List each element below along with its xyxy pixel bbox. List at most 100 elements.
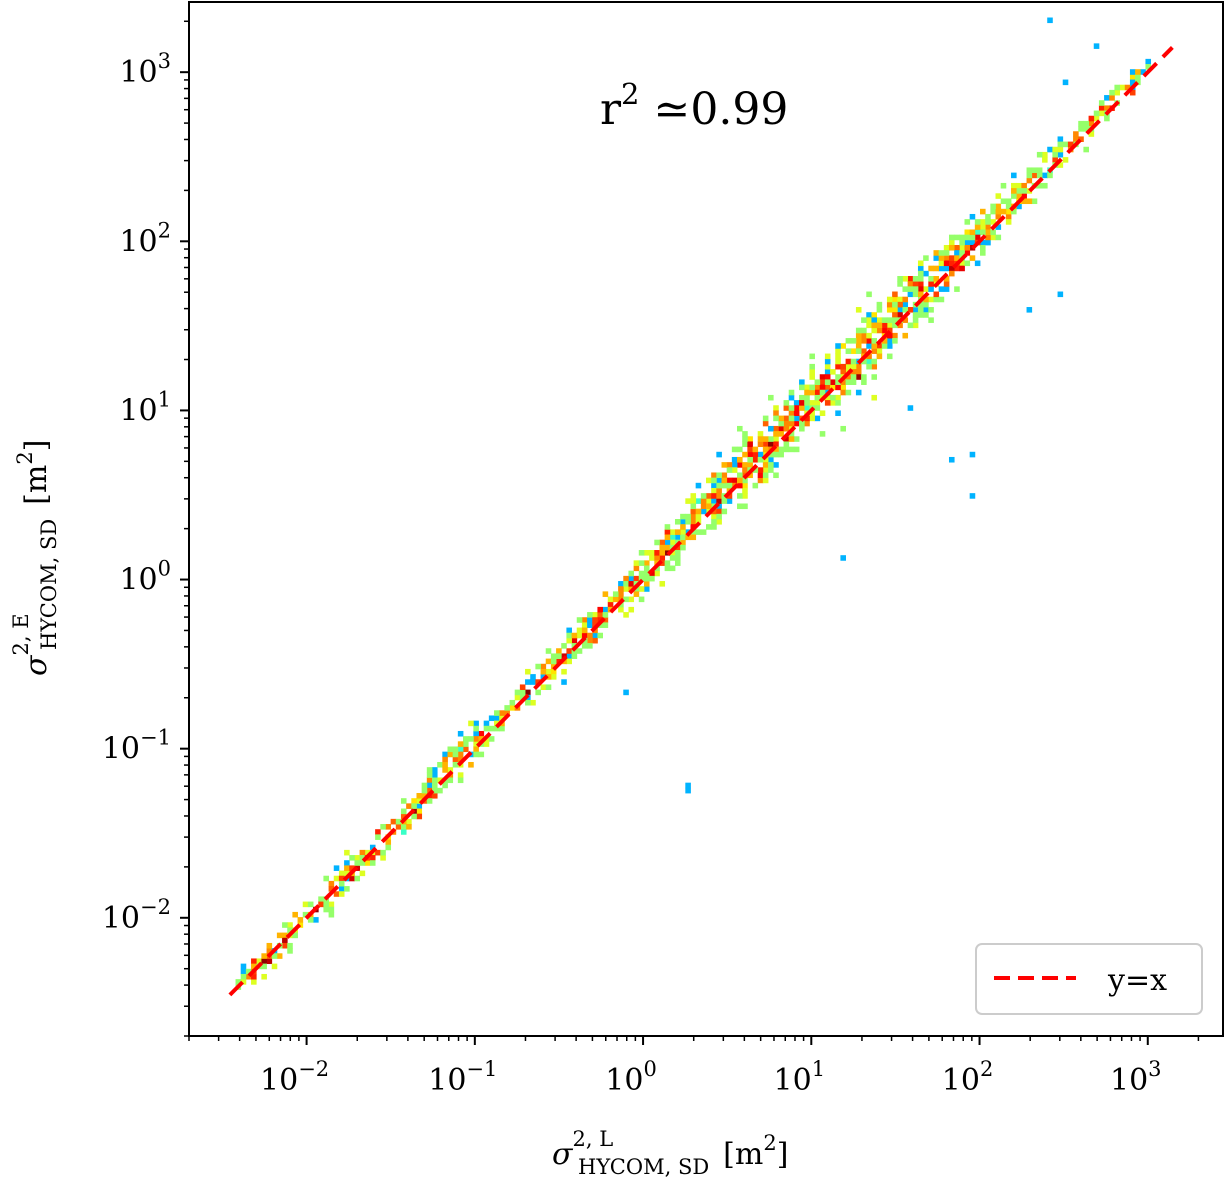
heatmap-cell [406,824,412,830]
heatmap-cell [912,312,919,318]
heatmap-cell [726,493,733,499]
y-label-sub: HYCOM, SD [37,519,61,650]
heatmap-cell [1098,110,1105,117]
heatmap-cell [643,581,650,587]
heatmap-cell [535,663,541,670]
heatmap-cell [338,886,345,892]
heatmap-cell [917,291,924,298]
heatmap-cell [778,415,784,422]
heatmap-cell [406,818,412,825]
heatmap-cell [664,560,671,566]
heatmap-cell [561,668,567,675]
heatmap-cell [990,219,996,225]
heatmap-cell [654,570,660,577]
heatmap-cell [395,818,402,825]
heatmap-cell [1016,188,1022,194]
heatmap-cell [695,482,702,489]
annotation-exp: 2 [621,77,639,111]
heatmap-cell [369,855,376,861]
heatmap-cell [835,379,841,385]
heatmap-cell [943,250,950,256]
heatmap-cell [431,782,438,789]
heatmap-cell [757,477,764,484]
heatmap-cell [587,622,593,628]
heatmap-cell [550,674,557,680]
heatmap-cell [706,477,712,484]
heatmap-cell [426,772,433,778]
heatmap-cell [700,493,707,499]
heatmap-cell [628,596,635,603]
axis-ticks: 10−2 10−1 100 101 102 103 10−2 10−1 100 101 102 103 [102,20,1200,1098]
heatmap-cell [587,637,593,644]
heatmap-cell [431,777,438,784]
heatmap-cell [452,751,459,758]
heatmap-cell [752,446,759,453]
heatmap-cell [369,860,376,866]
heatmap-cell [923,286,929,292]
heatmap-cell [690,519,697,525]
heatmap-cell [706,524,712,530]
heatmap-cell [835,384,841,391]
heatmap-cell [447,767,454,773]
heatmap-cell [385,824,392,830]
heatmap-cell [974,224,981,230]
heatmap-cell [716,513,722,520]
heatmap-cell [700,529,707,535]
heatmap-cell [804,405,810,411]
heatmap-cell [819,431,826,437]
heatmap-cell [674,529,681,535]
heatmap-cell [638,596,645,603]
heatmap-cell [561,679,567,685]
heatmap-cell [659,555,666,561]
heatmap-cell [323,901,329,908]
heatmap-cell [473,751,479,758]
heatmap-cell [1057,146,1064,153]
heatmap-cell [426,777,433,784]
heatmap-cell [788,436,795,442]
heatmap-cell [1052,157,1058,163]
heatmap-cell [483,720,490,727]
heatmap-cell [649,555,655,561]
heatmap-cell [969,493,976,499]
heatmap-cell [359,860,366,866]
heatmap-cell [1005,213,1012,220]
heatmap-cell [638,570,645,577]
heatmap-cell [256,958,262,965]
heatmap-cell [876,353,883,360]
heatmap-cell [881,322,888,329]
reference-line-group [228,46,1174,997]
heatmap-cell [742,441,748,448]
heatmap-cell [323,875,329,882]
heatmap-cell [778,425,784,432]
heatmap-cell [824,369,831,375]
heatmap-cell [1026,167,1033,174]
heatmap-cell [685,513,691,520]
heatmap-cell [447,777,454,784]
heatmap-cell [886,332,893,339]
heatmap-cell [1047,172,1053,179]
heatmap-cell [338,870,345,877]
heatmap-cell [545,658,552,665]
heatmap-cell [855,307,862,313]
x-axis-label: σ2, L HYCOM, SD [m2] [552,1127,788,1178]
heatmap-cell [473,725,479,732]
heatmap-cell [897,307,903,313]
heatmap-cell [726,498,733,504]
heatmap-cell [923,296,929,303]
heatmap-cell [788,431,795,437]
heatmap-cell [431,772,438,778]
heatmap-cell [731,462,738,468]
heatmap-cell [1088,115,1095,122]
heatmap-cell [1098,105,1105,111]
heatmap-cell [442,751,448,758]
heatmap-cell [871,327,878,334]
heatmap-cell [251,963,257,970]
heatmap-cell [840,369,846,375]
heatmap-cell [824,353,831,360]
heatmap-cell [1026,172,1033,179]
x-label-unit-end: ] [777,1137,789,1172]
heatmap-cell [809,363,815,370]
heatmap-cell [282,942,288,949]
heatmap-cell [892,332,898,339]
